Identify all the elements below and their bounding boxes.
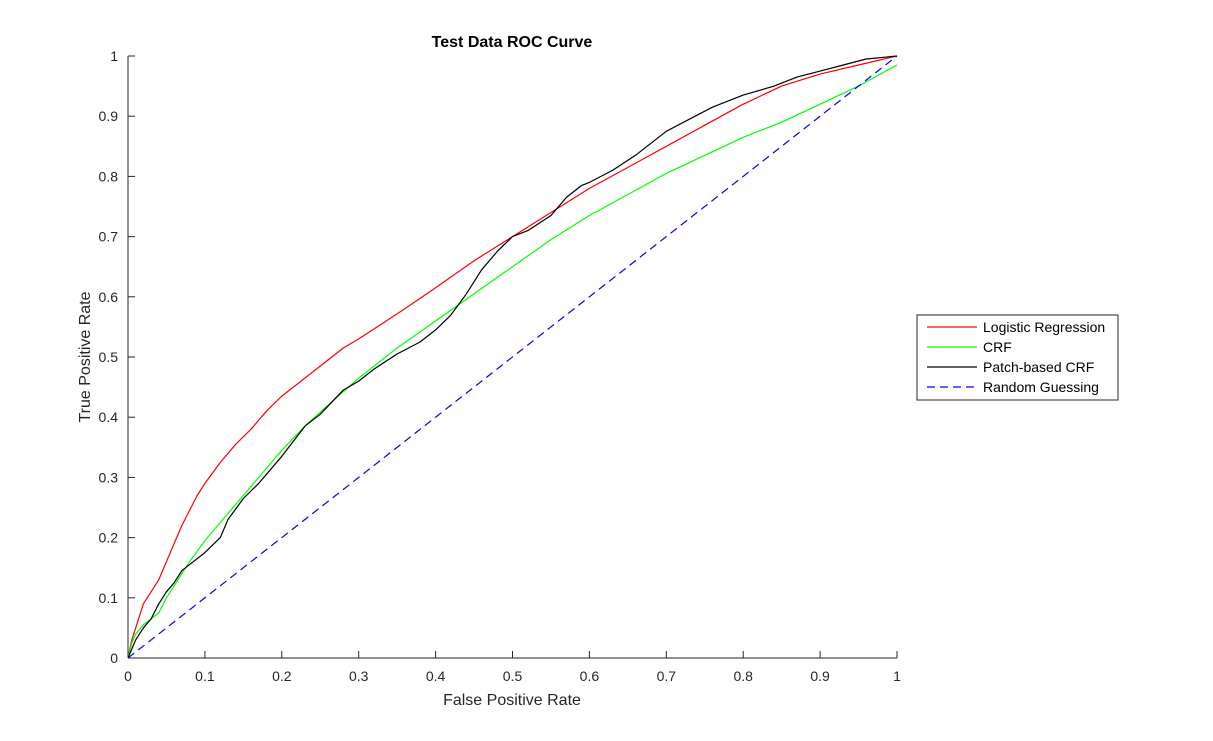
series-line-patch-based-crf xyxy=(127,55,898,659)
x-tick-label: 1 xyxy=(893,668,901,684)
chart-title: Test Data ROC Curve xyxy=(432,34,593,51)
x-tick-label: 0.9 xyxy=(810,668,830,684)
series-line-crf xyxy=(127,64,898,659)
y-tick-label: 0.2 xyxy=(99,530,119,546)
series-line-random-guessing xyxy=(127,55,898,659)
y-tick-label: 0.8 xyxy=(99,168,119,184)
y-axis-ticks: 0 0.1 0.2 0.3 0.4 0.5 0.6 0.7 0.8 0.9 1 xyxy=(99,48,135,666)
legend-label: Logistic Regression xyxy=(983,319,1105,335)
series-line-logistic-regression xyxy=(127,55,898,659)
y-tick-label: 0.3 xyxy=(99,469,119,485)
x-tick-label: 0.7 xyxy=(657,668,677,684)
x-tick-label: 0.4 xyxy=(426,668,446,684)
y-axis-label: True Positive Rate xyxy=(77,291,94,422)
y-tick-label: 0.6 xyxy=(99,289,119,305)
y-tick-label: 0.9 xyxy=(99,108,119,124)
series-lines xyxy=(127,55,898,659)
y-tick-label: 1 xyxy=(110,48,118,64)
x-tick-label: 0.8 xyxy=(733,668,753,684)
x-axis-label: False Positive Rate xyxy=(443,692,581,709)
legend-label: Patch-based CRF xyxy=(983,359,1094,375)
legend-label: CRF xyxy=(983,339,1012,355)
legend-box xyxy=(916,314,1119,401)
x-tick-label: 0.5 xyxy=(503,668,523,684)
x-tick-label: 0.6 xyxy=(580,668,600,684)
x-tick-label: 0 xyxy=(124,668,132,684)
x-tick-label: 0.2 xyxy=(272,668,292,684)
y-tick-label: 0.1 xyxy=(99,590,119,606)
y-tick-label: 0.5 xyxy=(99,349,119,365)
x-tick-label: 0.3 xyxy=(349,668,369,684)
legend: Logistic Regression CRF Patch-based CRF Ran… xyxy=(916,314,1119,401)
x-axis-ticks: 0 0.1 0.2 0.3 0.4 0.5 0.6 0.7 0.8 0.9 1 xyxy=(124,651,901,684)
y-tick-label: 0.7 xyxy=(99,229,119,245)
legend-label: Random Guessing xyxy=(983,379,1099,395)
x-tick-label: 0.1 xyxy=(195,668,215,684)
plot-area: 0 0.1 0.2 0.3 0.4 0.5 0.6 0.7 0.8 0.9 1 0 0.1 0.2 0.3… xyxy=(99,48,902,684)
y-tick-label: 0.4 xyxy=(99,409,119,425)
y-tick-label: 0 xyxy=(110,650,118,666)
